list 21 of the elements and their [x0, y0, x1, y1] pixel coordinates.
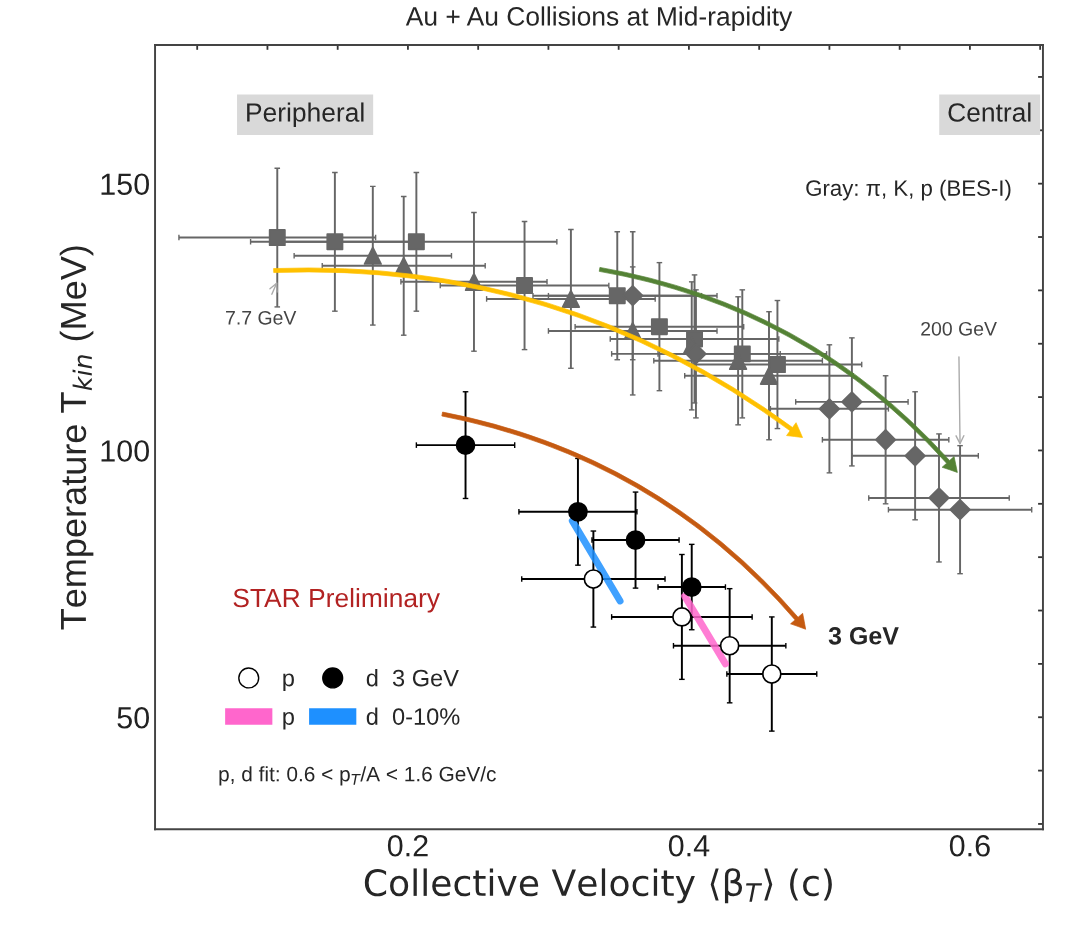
y-tick-label: 150 [101, 173, 149, 196]
x-tick-label: 0.6 [949, 834, 990, 857]
annotation: 200 GeV [921, 321, 997, 336]
legend-label: d 0-10% [366, 707, 460, 725]
annotation: Gray: π, K, p (BES-I) [806, 179, 1011, 201]
annotation: STAR Preliminary [233, 587, 440, 613]
annotation: Peripheral [247, 102, 364, 128]
annotation: Central [948, 102, 1031, 122]
y-tick-label: 100 [101, 440, 149, 462]
x-tick-label: 0.2 [387, 834, 428, 857]
y-axis-title: Temperature T$_{kin}$ (MeV) [59, 246, 94, 630]
annotation: 3 GeV [828, 626, 899, 645]
annotation: 7.7 GeV [226, 310, 297, 325]
x-tick-label: 0.4 [668, 834, 710, 857]
annotation: p, d fit: 0.6 < p$_{T}$/A < 1.6 GeV/c [219, 766, 496, 786]
chart-title: Au + Au Collisions at Mid-rapidity [405, 6, 793, 31]
y-tick-label: 50 [117, 706, 149, 729]
legend-label: p [283, 673, 294, 692]
legend-label: d 3 GeV [366, 669, 459, 687]
x-axis-title: Collective Velocity ⟨β$_{T}$⟩ (c) [364, 868, 832, 904]
legend-label: p [283, 712, 294, 730]
